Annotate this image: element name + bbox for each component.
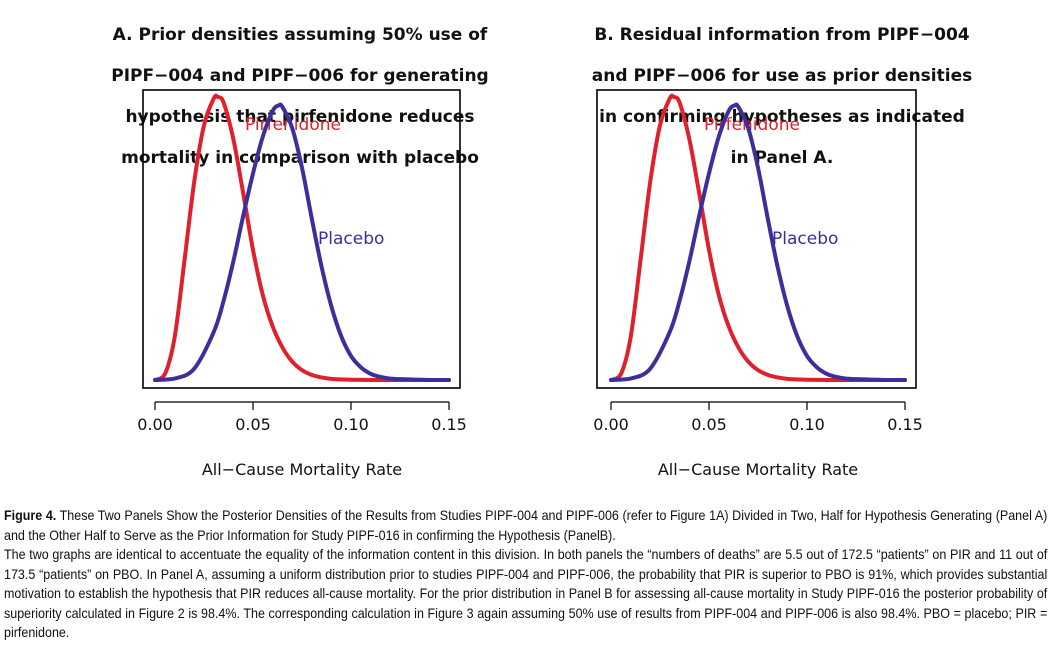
placebo-density-curve: [609, 102, 907, 383]
panel-b-title: B. Residual information from PIPF−004 an…: [590, 4, 974, 189]
x-tick-label: 0.10: [789, 415, 825, 434]
x-tick-label: 0.05: [691, 415, 727, 434]
panel-b-title-line: B. Residual information from PIPF−004: [594, 24, 970, 45]
panel-b-chart: 0.00 0.05 0.10 0.15 All−Cause Mortality Rate…: [593, 89, 923, 479]
plot-frame: [596, 89, 917, 389]
x-tick-label: 0.15: [431, 415, 467, 434]
panel-b-title-line: in Panel A.: [730, 147, 834, 168]
x-tick-label: 0.15: [887, 415, 923, 434]
x-tick-label: 0.00: [593, 415, 629, 434]
panel-a-chart: 0.00 0.05 0.10 0.15 All−Cause Mortality Rate…: [137, 89, 467, 479]
x-tick-label: 0.00: [137, 415, 173, 434]
figure-label: Figure 4.: [4, 508, 57, 523]
x-axis-label: All−Cause Mortality Rate: [658, 460, 858, 479]
caption-title-paragraph: Figure 4. These Two Panels Show the Post…: [4, 506, 1047, 545]
panel-b-title-line: and PIPF−006 for use as prior densities: [591, 65, 973, 86]
placebo-series-label: Placebo: [318, 229, 384, 249]
figure-title: These Two Panels Show the Posterior Dens…: [4, 508, 1048, 543]
pirfenidone-density-curve: [153, 93, 451, 383]
panel-a-title: A. Prior densities assuming 50% use of P…: [110, 4, 490, 189]
panel-b: B. Residual information from PIPF−004 an…: [520, 0, 1054, 500]
panel-b-title-line: in confirming hypotheses as indicated: [599, 106, 965, 127]
panel-a-title-line: A. Prior densities assuming 50% use of: [112, 24, 488, 45]
panel-a-title-line: PIPF−004 and PIPF−006 for generating: [111, 65, 489, 86]
x-tick-label: 0.10: [333, 415, 369, 434]
pirfenidone-density-curve: [609, 93, 907, 383]
figure-caption: Figure 4. These Two Panels Show the Post…: [4, 506, 1047, 643]
x-axis-label: All−Cause Mortality Rate: [202, 460, 402, 479]
placebo-density-curve: [153, 102, 451, 383]
placebo-series-label: Placebo: [772, 229, 838, 249]
plot-frame: [142, 89, 461, 389]
panel-a: A. Prior densities assuming 50% use of P…: [0, 0, 520, 500]
pirfenidone-series-label: Pirfenidone: [704, 115, 800, 135]
caption-body: The two graphs are identical to accentua…: [4, 547, 1048, 640]
x-tick-label: 0.05: [235, 415, 271, 434]
